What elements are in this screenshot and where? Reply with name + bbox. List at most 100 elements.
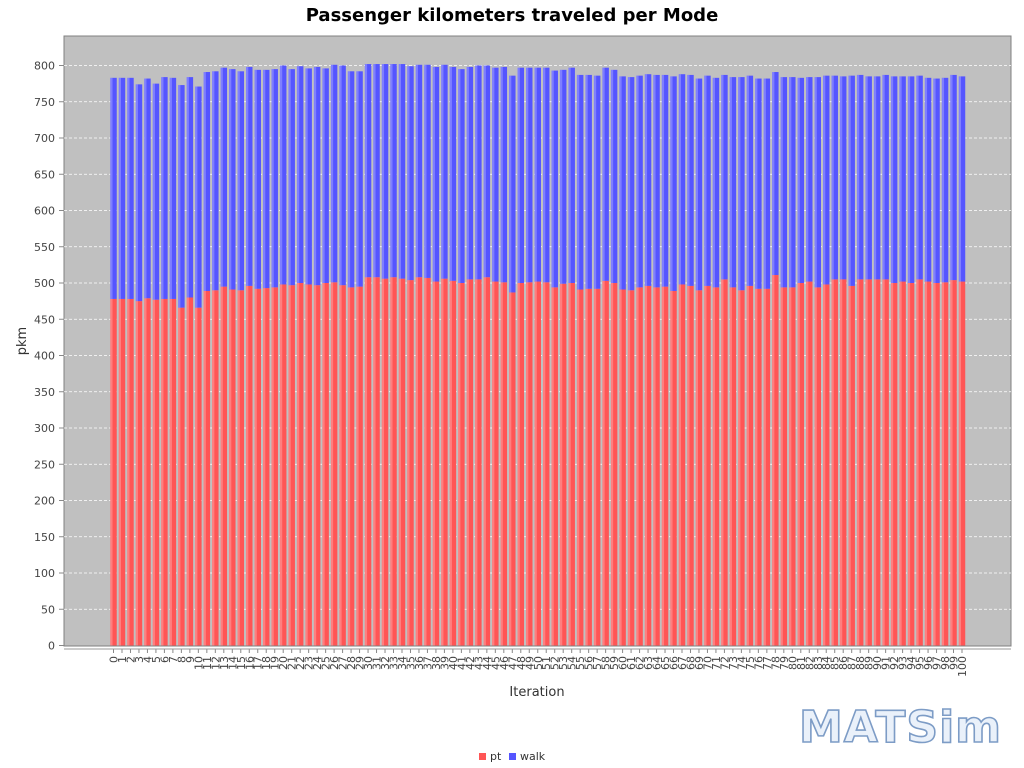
- bar-highlight: [398, 278, 402, 646]
- bar-segment: [738, 77, 745, 291]
- bar-pt-99: [950, 280, 957, 646]
- bar-pt-75: [746, 285, 754, 646]
- bar-pt-100: [958, 281, 966, 646]
- bar-highlight: [670, 290, 673, 646]
- bar-segment: [907, 76, 915, 283]
- bar-highlight: [627, 290, 631, 646]
- bar-highlight: [390, 64, 393, 278]
- bar-walk-44: [483, 65, 491, 278]
- bar-segment: [144, 78, 151, 299]
- bar-highlight: [237, 290, 240, 646]
- bar-highlight: [262, 288, 266, 646]
- bar-highlight: [288, 69, 291, 286]
- bar-segment: [254, 69, 261, 289]
- bar-segment: [288, 69, 295, 286]
- x-tick-label: 22: [294, 656, 307, 670]
- x-tick-label: 10: [192, 656, 205, 670]
- bar-segment: [822, 284, 830, 646]
- bar-segment: [178, 85, 185, 308]
- bar-pt-79: [780, 287, 788, 646]
- x-tick-label: 67: [676, 656, 689, 670]
- bar-walk-68: [687, 74, 694, 286]
- bar-highlight: [950, 280, 953, 646]
- x-tick-label: 92: [888, 656, 901, 670]
- bar-segment: [313, 66, 321, 286]
- bar-highlight: [890, 76, 894, 283]
- bar-pt-92: [890, 283, 898, 646]
- bar-segment: [500, 66, 508, 283]
- bar-highlight: [704, 285, 707, 646]
- x-tick-label: 94: [905, 656, 918, 670]
- bar-walk-92: [890, 76, 898, 283]
- bar-walk-32: [381, 64, 389, 279]
- y-tick-label: 350: [34, 386, 55, 399]
- y-axis-ticks: 0 50 100 150 200 250 300 350 400 450 500 550 600 650 7…: [34, 60, 64, 653]
- bar-highlight: [517, 283, 520, 646]
- x-tick-label: 93: [897, 656, 910, 670]
- x-tick-label: 50: [532, 656, 545, 670]
- x-tick-label: 19: [269, 656, 282, 670]
- x-tick-label: 71: [710, 656, 723, 670]
- bar-highlight: [398, 64, 402, 279]
- x-tick-label: 28: [345, 656, 358, 670]
- y-tick-label: 100: [34, 567, 55, 580]
- bar-highlight: [848, 75, 851, 286]
- bar-segment: [313, 285, 321, 646]
- bar-highlight: [907, 283, 911, 646]
- bar-highlight: [271, 69, 274, 288]
- bar-highlight: [381, 278, 385, 646]
- bar-pt-78: [772, 275, 779, 646]
- x-tick-label: 45: [489, 656, 502, 670]
- bar-segment: [212, 290, 219, 646]
- bar-segment: [839, 76, 847, 280]
- bar-pt-2: [127, 298, 134, 646]
- bar-segment: [636, 75, 643, 288]
- bar-segment: [924, 281, 932, 646]
- bar-segment: [356, 71, 363, 287]
- bar-pt-52: [551, 287, 558, 646]
- bar-segment: [517, 283, 525, 646]
- x-tick-label: 88: [854, 656, 867, 670]
- bar-highlight: [687, 285, 690, 646]
- bar-walk-34: [398, 64, 406, 279]
- bar-segment: [466, 66, 474, 280]
- bar-walk-80: [789, 77, 796, 288]
- bar-walk-77: [763, 78, 771, 289]
- bar-highlight: [568, 67, 571, 283]
- bar-highlight: [458, 69, 461, 283]
- bar-segment: [661, 74, 669, 287]
- bar-pt-51: [542, 282, 550, 646]
- bar-segment: [212, 71, 219, 291]
- bar-segment: [678, 284, 686, 646]
- bar-highlight: [814, 287, 817, 646]
- y-tick-label: 250: [34, 458, 55, 471]
- bar-highlight: [542, 282, 546, 646]
- bar-segment: [135, 301, 143, 646]
- bar-segment: [152, 83, 160, 300]
- bar-highlight: [831, 75, 834, 280]
- bar-segment: [653, 74, 660, 288]
- bar-highlight: [551, 287, 554, 646]
- bar-highlight: [585, 288, 588, 646]
- x-tick-label: 20: [277, 656, 290, 670]
- bar-segment: [186, 297, 194, 646]
- x-tick-label: 38: [430, 656, 443, 670]
- bar-segment: [610, 69, 618, 283]
- bar-highlight: [856, 74, 860, 280]
- bar-highlight: [746, 75, 749, 286]
- bar-segment: [135, 84, 143, 302]
- bar-pt-46: [500, 282, 508, 646]
- bar-segment: [415, 64, 423, 278]
- bar-walk-89: [865, 76, 872, 280]
- bar-pt-26: [330, 282, 338, 646]
- bar-segment: [526, 282, 533, 646]
- x-tick-label: 70: [701, 656, 714, 670]
- bar-walk-63: [644, 74, 652, 286]
- bar-segment: [398, 64, 406, 279]
- bar-walk-59: [610, 69, 618, 283]
- bar-segment: [517, 67, 525, 283]
- bar-segment: [950, 74, 957, 281]
- bar-walk-1: [118, 77, 126, 299]
- bar-segment: [593, 75, 601, 289]
- bar-segment: [738, 290, 745, 646]
